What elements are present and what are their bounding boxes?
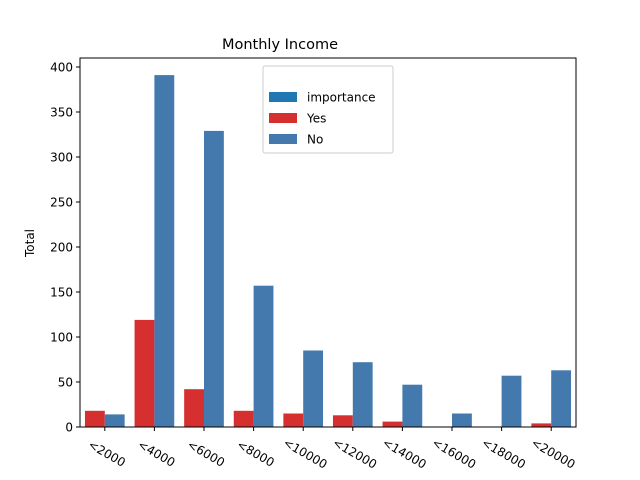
y-tick-label: 200	[50, 241, 73, 255]
x-tick-label: <14000	[380, 435, 429, 471]
legend-label-importance: importance	[307, 91, 376, 105]
bar-yes-1	[134, 319, 155, 427]
bar-no-4	[303, 350, 324, 427]
bar-no-7	[452, 413, 472, 427]
y-tick-label: 50	[58, 376, 73, 390]
legend: importance Yes No	[262, 65, 394, 154]
y-tick-label: 100	[50, 331, 73, 345]
y-tick-label: 350	[50, 106, 73, 120]
y-tick-label: 300	[50, 151, 73, 165]
legend-swatch-yes	[269, 113, 297, 123]
x-tick-label: <18000	[479, 435, 528, 471]
legend-label-no: No	[307, 133, 323, 147]
bar-no-9	[551, 370, 572, 427]
bar-yes-3	[233, 410, 254, 427]
bar-yes-5	[332, 415, 353, 427]
bar-no-2	[204, 130, 224, 427]
legend-swatch-importance	[269, 92, 297, 102]
plot-frame	[79, 57, 577, 428]
x-tick-label: <6000	[185, 437, 227, 469]
y-tick-label: 0	[65, 421, 73, 435]
y-axis-ticks: 0 50 100 150 200 250 300 350 400	[50, 61, 80, 435]
x-tick-label: <10000	[281, 435, 330, 471]
bars-group	[84, 75, 572, 427]
bar-no-5	[352, 362, 373, 427]
bar-no-8	[501, 375, 522, 427]
x-tick-label: <12000	[330, 435, 379, 471]
bar-yes-0	[84, 410, 105, 427]
y-axis-label: Total	[23, 229, 37, 258]
y-tick-label: 250	[50, 196, 73, 210]
legend-label-yes: Yes	[306, 112, 326, 126]
x-tick-label: <8000	[235, 437, 277, 469]
x-tick-label: <16000	[430, 435, 479, 471]
chart-title: Monthly Income	[222, 37, 338, 53]
bar-no-1	[154, 75, 175, 427]
bar-yes-2	[184, 389, 204, 427]
legend-swatch-no	[269, 134, 297, 144]
y-tick-label: 150	[50, 286, 73, 300]
x-tick-label: <20000	[529, 435, 578, 471]
bar-yes-4	[283, 413, 304, 427]
bar-no-3	[253, 285, 274, 427]
legend-box	[262, 65, 394, 154]
y-tick-label: 400	[50, 61, 73, 75]
x-tick-label: <4000	[135, 437, 177, 469]
bar-no-0	[104, 414, 125, 427]
bar-yes-6	[382, 421, 403, 427]
x-axis-ticks: <2000 <4000 <6000 <8000 <10000 <12000 <14000 <1…	[86, 427, 578, 472]
x-tick-label: <2000	[86, 437, 128, 469]
bar-yes-9	[531, 423, 552, 427]
bar-no-6	[402, 384, 423, 427]
